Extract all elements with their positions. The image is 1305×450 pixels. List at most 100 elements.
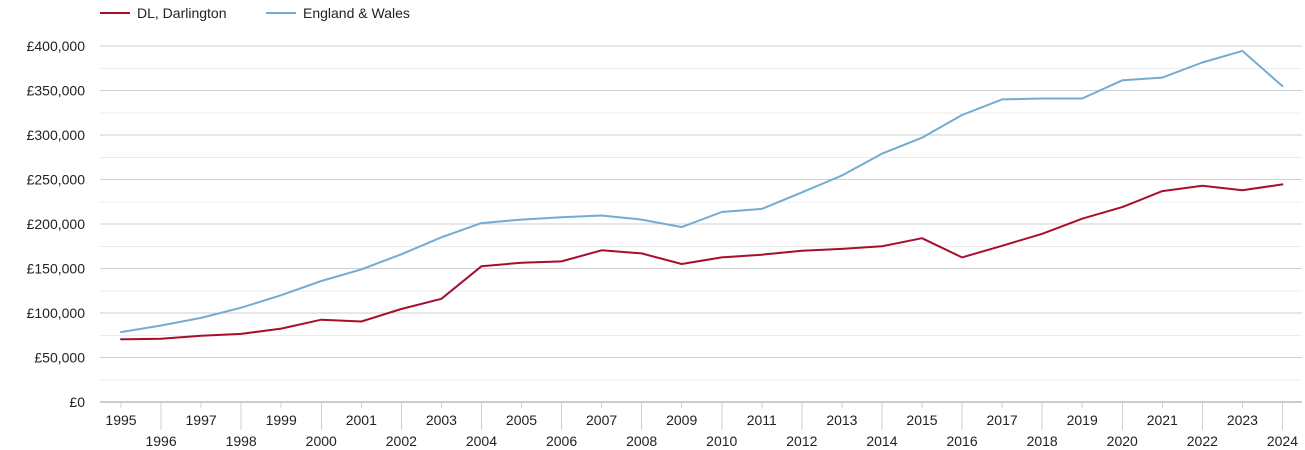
legend-item-england-wales[interactable]: England & Wales (266, 5, 410, 21)
x-tick-label: 2012 (786, 433, 817, 449)
y-tick-label: £50,000 (34, 350, 85, 366)
y-axis: £0 £50,000 £100,000 £150,000 £200,000 £250,00… (27, 38, 86, 410)
legend-item-darlington[interactable]: DL, Darlington (100, 5, 227, 21)
data-point (679, 261, 685, 267)
data-point (999, 96, 1005, 102)
data-point (1199, 59, 1205, 65)
data-point (238, 331, 244, 337)
x-tick-label: 2007 (586, 412, 617, 428)
x-tick-label: 2018 (1027, 433, 1058, 449)
y-tick-label: £300,000 (27, 127, 86, 143)
data-point (438, 296, 444, 302)
x-tick-label: 2000 (306, 433, 337, 449)
y-tick-label: £400,000 (27, 38, 86, 54)
data-point (719, 254, 725, 260)
data-point (639, 250, 645, 256)
data-point (839, 172, 845, 178)
x-tick-label: 2021 (1147, 412, 1178, 428)
data-point (959, 112, 965, 118)
x-tick-label: 2015 (906, 412, 937, 428)
data-point (1079, 96, 1085, 102)
data-point (1239, 187, 1245, 193)
x-tick-label: 2011 (747, 412, 777, 428)
data-point (839, 246, 845, 252)
x-tick-label: 2023 (1227, 412, 1258, 428)
x-tick-label: 1999 (266, 412, 297, 428)
data-point (1199, 183, 1205, 189)
data-point (759, 206, 765, 212)
data-point (358, 266, 364, 272)
y-tick-label: £250,000 (27, 172, 86, 188)
legend-label: DL, Darlington (137, 5, 227, 21)
data-point (559, 214, 565, 220)
x-tick-label: 2010 (706, 433, 737, 449)
x-tick-label: 2006 (546, 433, 577, 449)
data-point (1119, 204, 1125, 210)
x-tick-label: 2014 (866, 433, 897, 449)
data-point (599, 247, 605, 253)
data-point (158, 336, 164, 342)
data-point (198, 333, 204, 339)
data-point (959, 254, 965, 260)
x-tick-label: 2024 (1267, 433, 1298, 449)
data-point (318, 317, 324, 323)
data-point (358, 318, 364, 324)
x-tick-label: 2022 (1187, 433, 1218, 449)
data-point (118, 336, 124, 342)
data-point (478, 263, 484, 269)
data-point (719, 209, 725, 215)
data-point (879, 151, 885, 157)
data-point (879, 243, 885, 249)
data-point (919, 235, 925, 241)
y-tick-label: £100,000 (27, 305, 86, 321)
x-tick-label: 2017 (987, 412, 1018, 428)
x-tick-label: 2016 (946, 433, 977, 449)
data-point (398, 251, 404, 257)
x-tick-label: 1998 (226, 433, 257, 449)
y-tick-label: £0 (69, 394, 85, 410)
data-point (679, 224, 685, 230)
data-point (158, 322, 164, 328)
data-point (799, 248, 805, 254)
chart-series (118, 48, 1285, 342)
data-point (799, 189, 805, 195)
series-line-darlington (120, 183, 1284, 341)
data-point (1159, 75, 1165, 81)
data-point (278, 326, 284, 332)
data-point (1239, 48, 1245, 54)
x-tick-label: 2020 (1107, 433, 1138, 449)
x-tick-label: 2003 (426, 412, 457, 428)
data-point (759, 252, 765, 258)
data-point (398, 306, 404, 312)
x-axis: 1995 1996 1997 1998 1999 2000 2001 2002 2003 2004… (105, 402, 1298, 449)
data-point (198, 315, 204, 321)
data-point (919, 135, 925, 141)
x-tick-label: 2019 (1067, 412, 1098, 428)
data-point (1279, 181, 1285, 187)
data-point (278, 292, 284, 298)
x-tick-label: 2009 (666, 412, 697, 428)
data-point (438, 234, 444, 240)
data-point (599, 213, 605, 219)
data-point (1119, 77, 1125, 83)
data-point (318, 278, 324, 284)
x-tick-label: 1997 (186, 412, 217, 428)
y-tick-label: £200,000 (27, 216, 86, 232)
y-tick-label: £150,000 (27, 261, 86, 277)
series-line-england-wales (120, 49, 1284, 334)
x-tick-label: 2002 (386, 433, 417, 449)
x-tick-label: 2004 (466, 433, 497, 449)
x-tick-label: 2008 (626, 433, 657, 449)
x-tick-label: 1995 (105, 412, 136, 428)
data-point (1079, 216, 1085, 222)
data-point (118, 329, 124, 335)
y-tick-label: £350,000 (27, 83, 86, 99)
data-point (1279, 83, 1285, 89)
x-tick-label: 2005 (506, 412, 537, 428)
chart-legend[interactable]: DL, Darlington England & Wales (100, 5, 410, 21)
x-tick-label: 2013 (826, 412, 857, 428)
data-point (519, 217, 525, 223)
data-point (478, 220, 484, 226)
legend-label: England & Wales (303, 5, 410, 21)
